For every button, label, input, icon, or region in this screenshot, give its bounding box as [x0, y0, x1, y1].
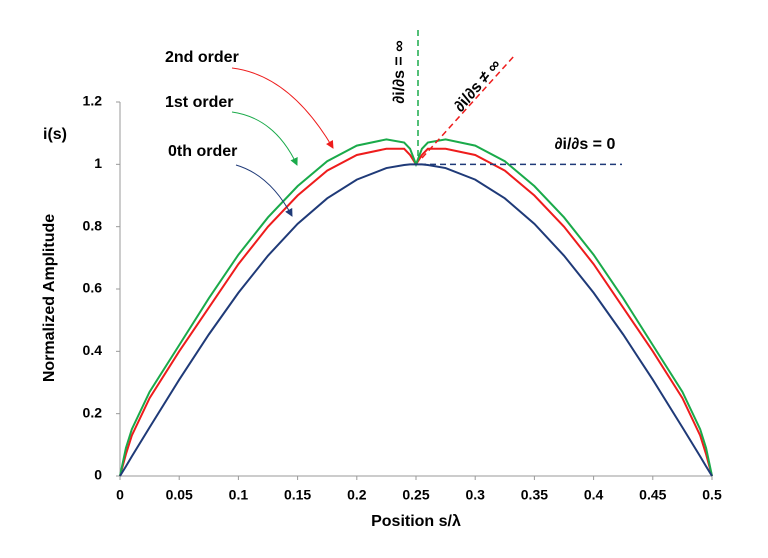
x-tick-label: 0.2	[347, 487, 367, 503]
series-label: 2nd order	[165, 49, 239, 66]
y-tick-label: 0.2	[83, 404, 103, 420]
annotation: ∂i/∂s = ∞	[391, 40, 408, 103]
x-tick-label: 0.1	[229, 487, 249, 503]
x-axis-label: Position s/λ	[371, 513, 461, 530]
x-tick-label: 0.4	[584, 487, 604, 503]
x-tick-label: 0.15	[284, 487, 311, 503]
y-symbol: i(s)	[43, 126, 67, 143]
annotation: ∂i/∂s = 0	[555, 136, 616, 153]
y-tick-label: 1.2	[83, 93, 103, 109]
callout-arrow	[235, 164, 293, 217]
series-label: 1st order	[165, 94, 233, 111]
x-tick-label: 0.45	[639, 487, 666, 503]
y-tick-label: 0.4	[83, 342, 103, 358]
y-tick-label: 0	[94, 467, 102, 483]
series-line	[119, 163, 713, 477]
x-tick-label: 0.3	[465, 487, 485, 503]
callout-arrow	[231, 67, 334, 149]
x-tick-label: 0.25	[402, 487, 429, 503]
dashed-line	[421, 54, 516, 159]
x-tick-label: 0.5	[702, 487, 722, 503]
callout-arrow	[231, 111, 298, 166]
y-tick-label: 0.6	[83, 280, 103, 296]
series-label: 0th order	[168, 143, 237, 160]
series-line	[119, 147, 713, 477]
annotation: ∂i/∂s ≠ ∞	[451, 56, 504, 115]
x-tick-label: 0.35	[521, 487, 548, 503]
x-tick-label: 0	[116, 487, 124, 503]
y-axis-label: Normalized Amplitude	[41, 214, 58, 382]
x-tick-label: 0.05	[166, 487, 193, 503]
y-tick-label: 0.8	[83, 217, 103, 233]
y-tick-label: 1	[94, 155, 102, 171]
